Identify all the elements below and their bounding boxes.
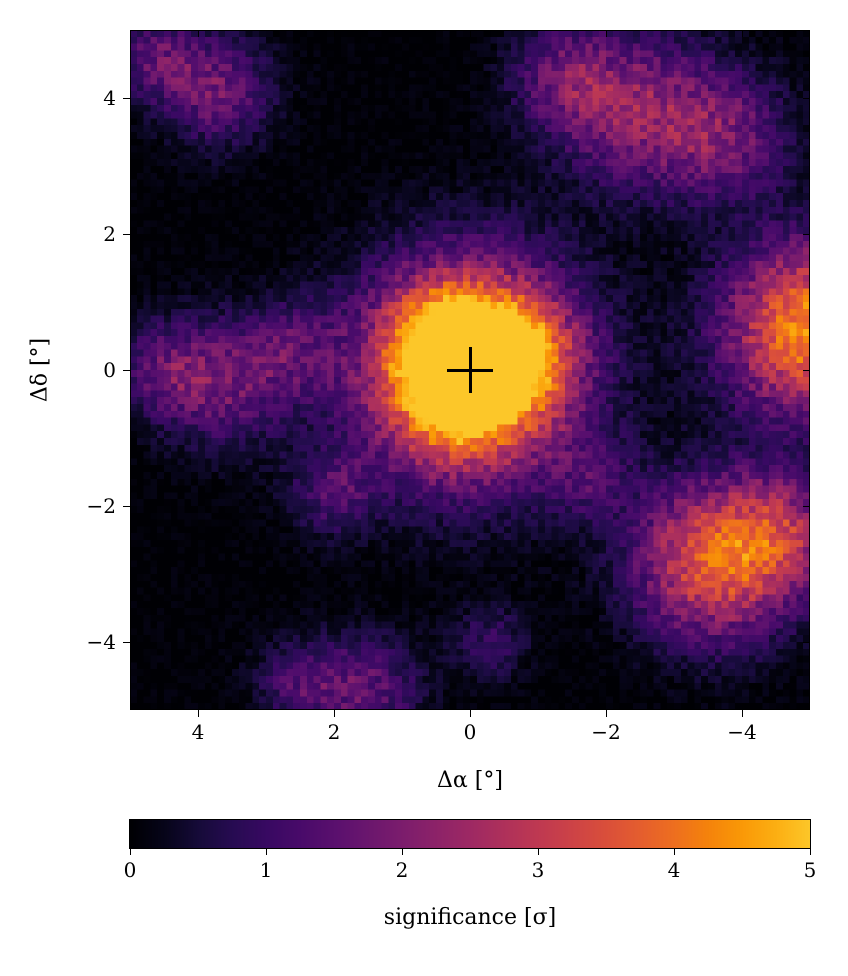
x-tick-mark <box>470 710 471 717</box>
colorbar-tick-mark <box>810 848 811 855</box>
y-tick-mark <box>803 370 810 371</box>
x-tick-mark <box>470 30 471 37</box>
colorbar-tick-mark <box>130 848 131 855</box>
x-tick-mark <box>742 30 743 37</box>
y-tick-mark <box>123 642 130 643</box>
y-tick-mark <box>803 642 810 643</box>
colorbar-tick-label: 3 <box>532 858 545 882</box>
x-tick-label: −4 <box>727 720 756 744</box>
colorbar-tick-label: 0 <box>124 858 137 882</box>
x-tick-mark <box>742 710 743 717</box>
x-tick-mark <box>198 30 199 37</box>
y-tick-label: 4 <box>103 86 116 110</box>
heatmap-canvas <box>130 30 810 710</box>
colorbar-tick-mark <box>266 848 267 855</box>
colorbar-tick-label: 2 <box>396 858 409 882</box>
figure: Δδ [°] Δα [°] 4 2 0 −2 −4 −4 −2 0 2 4 0 1 2 3 4 5 sig… <box>0 0 848 976</box>
colorbar-canvas <box>130 820 810 848</box>
x-tick-mark <box>606 710 607 717</box>
colorbar-tick-mark <box>402 848 403 855</box>
x-tick-mark <box>606 30 607 37</box>
x-tick-label: 2 <box>328 720 341 744</box>
heatmap-axes <box>130 30 810 710</box>
colorbar-tick-mark <box>674 848 675 855</box>
colorbar-tick-label: 1 <box>260 858 273 882</box>
x-tick-label: 0 <box>464 720 477 744</box>
x-tick-mark <box>198 710 199 717</box>
colorbar <box>130 820 810 848</box>
y-tick-mark <box>803 506 810 507</box>
y-tick-mark <box>123 370 130 371</box>
y-tick-mark <box>123 506 130 507</box>
y-tick-mark <box>123 234 130 235</box>
colorbar-tick-label: 5 <box>804 858 817 882</box>
y-tick-label: −2 <box>87 494 116 518</box>
colorbar-label: significance [σ] <box>384 905 556 930</box>
x-tick-mark <box>334 710 335 717</box>
y-axis-label: Δδ [°] <box>28 338 53 402</box>
x-tick-mark <box>334 30 335 37</box>
x-axis-label: Δα [°] <box>437 768 503 793</box>
y-tick-label: 2 <box>103 222 116 246</box>
y-tick-mark <box>123 98 130 99</box>
x-tick-label: 4 <box>192 720 205 744</box>
colorbar-tick-mark <box>538 848 539 855</box>
y-tick-label: 0 <box>103 358 116 382</box>
y-tick-mark <box>803 234 810 235</box>
y-tick-mark <box>803 98 810 99</box>
colorbar-tick-label: 4 <box>668 858 681 882</box>
y-tick-label: −4 <box>87 630 116 654</box>
x-tick-label: −2 <box>591 720 620 744</box>
